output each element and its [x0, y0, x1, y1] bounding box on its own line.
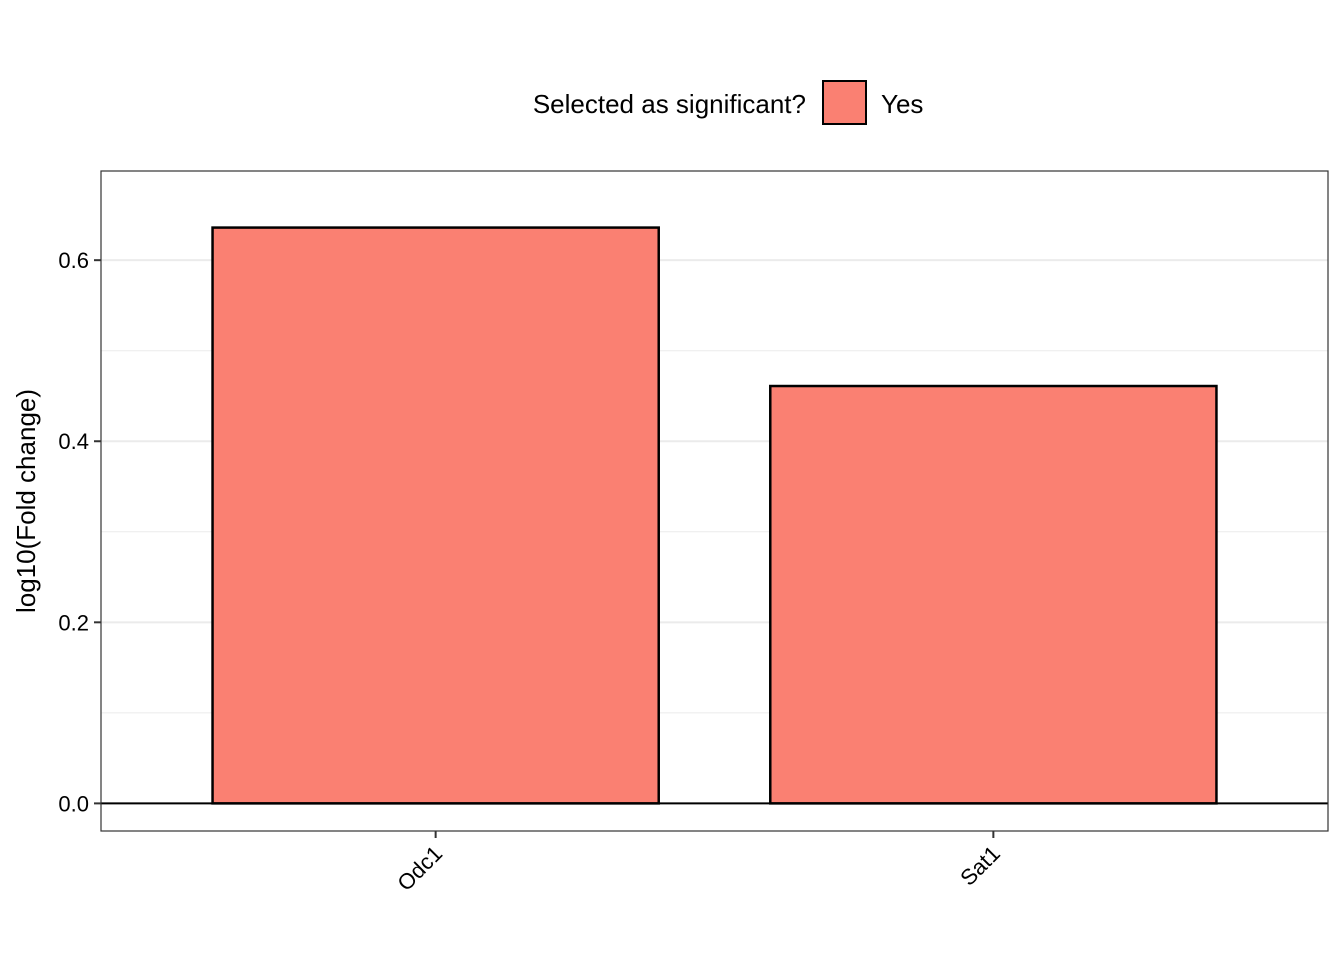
x-tick-label-odc1: Odc1	[392, 841, 447, 896]
y-tick-label: 0.4	[58, 429, 89, 454]
panel-border	[100, 170, 1329, 832]
y-tick-label: 0.6	[58, 248, 89, 273]
y-tick-label: 0.2	[58, 610, 89, 635]
y-tick-label: 0.0	[58, 791, 89, 816]
legend: Selected as significant? Yes	[533, 80, 923, 125]
bar-sat1	[769, 384, 1218, 805]
legend-swatch-yes	[822, 80, 867, 125]
bar-odc1	[211, 226, 660, 805]
plot-panel	[100, 170, 1329, 832]
legend-title: Selected as significant?	[533, 89, 806, 119]
y-axis-title: log10(Fold change)	[11, 389, 41, 613]
y-axis: 0.0 0.2 0.4 0.6	[58, 248, 101, 816]
x-tick-label-sat1: Sat1	[955, 841, 1005, 891]
x-axis: Odc1 Sat1	[392, 831, 1005, 896]
legend-label-yes: Yes	[881, 89, 923, 119]
bars	[211, 226, 1218, 805]
